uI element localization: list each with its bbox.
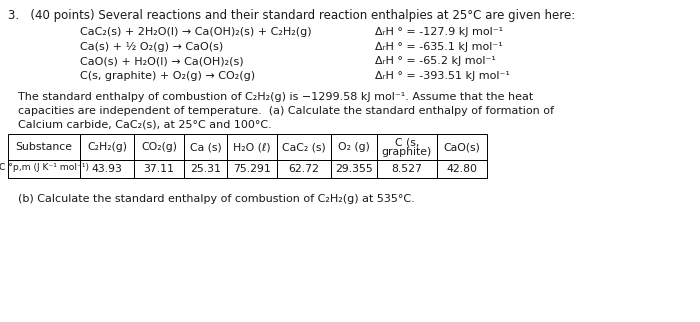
Text: Substance: Substance [15,142,73,152]
Bar [277,160,331,178]
Bar [277,134,331,160]
Text: Ca (s): Ca (s) [190,142,221,152]
Text: C₂H₂(g): C₂H₂(g) [87,142,127,152]
Text: ΔᵣH ° = -393.51 kJ mol⁻¹: ΔᵣH ° = -393.51 kJ mol⁻¹ [375,71,510,80]
Text: 8.527: 8.527 [391,164,422,174]
Bar [227,160,277,178]
Text: C (s,: C (s, [395,137,419,147]
Bar [437,134,487,160]
Bar [8,134,80,160]
Text: graphite): graphite) [382,147,432,157]
Bar [437,160,487,178]
Text: CaC₂ (s): CaC₂ (s) [282,142,326,152]
Text: CaO(s): CaO(s) [444,142,480,152]
Text: O₂ (g): O₂ (g) [338,142,370,152]
Bar [80,134,134,160]
Text: Ca(s) + ½ O₂(g) → CaO(s): Ca(s) + ½ O₂(g) → CaO(s) [80,42,223,52]
Bar [134,134,184,160]
Text: 29.355: 29.355 [335,164,373,174]
Bar [377,160,437,178]
Text: CO₂(g): CO₂(g) [141,142,177,152]
Bar [8,160,80,178]
Bar [184,160,227,178]
Bar [184,134,227,160]
Text: CaC₂(s) + 2H₂O(l) → Ca(OH)₂(s) + C₂H₂(g): CaC₂(s) + 2H₂O(l) → Ca(OH)₂(s) + C₂H₂(g) [80,27,312,37]
Text: 3.   (40 points) Several reactions and their standard reaction enthalpies at 25°: 3. (40 points) Several reactions and the… [8,9,575,22]
Bar [227,134,277,160]
Text: ΔᵣH ° = -635.1 kJ mol⁻¹: ΔᵣH ° = -635.1 kJ mol⁻¹ [375,42,503,52]
Text: 75.291: 75.291 [233,164,271,174]
Text: 25.31: 25.31 [190,164,221,174]
Text: H₂O (ℓ): H₂O (ℓ) [233,142,271,152]
Text: ΔᵣH ° = -65.2 kJ mol⁻¹: ΔᵣH ° = -65.2 kJ mol⁻¹ [375,56,496,66]
Text: CaO(s) + H₂O(l) → Ca(OH)₂(s): CaO(s) + H₂O(l) → Ca(OH)₂(s) [80,56,244,66]
Text: C(s, graphite) + O₂(g) → CO₂(g): C(s, graphite) + O₂(g) → CO₂(g) [80,71,255,80]
Text: C °p,m (J K⁻¹ mol⁻¹): C °p,m (J K⁻¹ mol⁻¹) [0,163,89,172]
Text: 62.72: 62.72 [288,164,319,174]
Text: The standard enthalpy of combustion of C₂H₂(g) is −1299.58 kJ mol⁻¹. Assume that: The standard enthalpy of combustion of C… [18,92,533,102]
Text: 42.80: 42.80 [447,164,477,174]
Text: capacities are independent of temperature.  (a) Calculate the standard enthalpy : capacities are independent of temperatur… [18,106,554,116]
Bar [331,160,377,178]
Text: 37.11: 37.11 [144,164,174,174]
Bar [377,134,437,160]
Bar [331,134,377,160]
Text: Calcium carbide, CaC₂(s), at 25°C and 100°C.: Calcium carbide, CaC₂(s), at 25°C and 10… [18,119,272,129]
Text: ΔᵣH ° = -127.9 kJ mol⁻¹: ΔᵣH ° = -127.9 kJ mol⁻¹ [375,27,503,37]
Bar [80,160,134,178]
Text: (b) Calculate the standard enthalpy of combustion of C₂H₂(g) at 535°C.: (b) Calculate the standard enthalpy of c… [18,194,414,204]
Bar [134,160,184,178]
Text: 43.93: 43.93 [92,164,122,174]
